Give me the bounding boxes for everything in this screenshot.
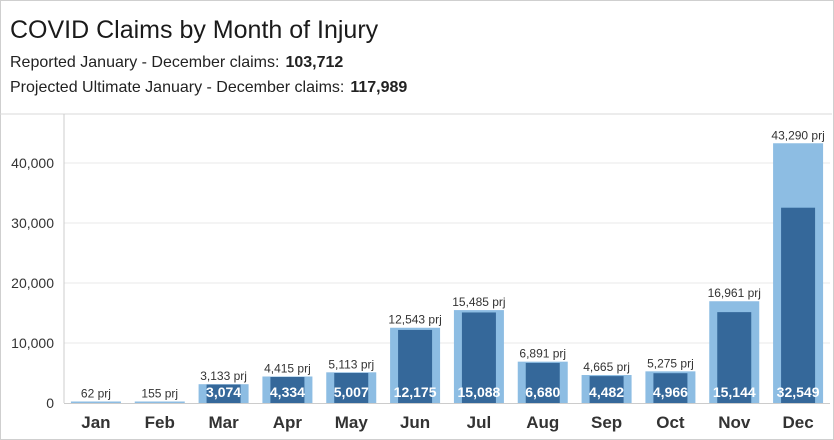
reported-value-label: 15,088: [458, 384, 501, 400]
projected-value-label: 62 prj: [81, 387, 111, 401]
reported-value-label: 4,966: [653, 384, 688, 400]
x-tick-label: Nov: [718, 413, 751, 432]
x-tick-label: Feb: [145, 413, 175, 432]
reported-value-label: 4,334: [270, 384, 305, 400]
projected-value-label: 15,485 prj: [452, 295, 505, 309]
page-title: COVID Claims by Month of Injury: [10, 16, 379, 44]
projected-value-label: 12,543 prj: [388, 313, 441, 327]
x-tick-label: Aug: [526, 413, 559, 432]
x-tick-label: Jan: [81, 413, 110, 432]
y-tick-label: 40,000: [11, 155, 54, 171]
reported-value-label: 12,175: [394, 384, 437, 400]
projected-value-label: 3,133 prj: [200, 369, 247, 383]
projected-summary: Projected Ultimate January - December cl…: [10, 79, 407, 97]
reported-bar: [717, 312, 752, 403]
reported-bar: [525, 362, 560, 403]
reported-bar: [589, 376, 624, 403]
projected-bar: [134, 401, 185, 403]
reported-value-label: 15,144: [713, 384, 756, 400]
x-tick-label: Sep: [591, 413, 622, 432]
reported-value-label: 3,074: [206, 384, 241, 400]
x-tick-label: Mar: [208, 413, 239, 432]
reported-value: 103,712: [285, 54, 344, 71]
reported-value-label: 4,482: [589, 384, 624, 400]
reported-bar: [206, 384, 241, 403]
x-tick-label: Apr: [273, 413, 303, 432]
x-tick-label: Jul: [467, 413, 492, 432]
reported-bar: [653, 373, 688, 403]
projected-value-label: 5,275 prj: [647, 356, 694, 370]
reported-bar: [270, 376, 305, 403]
y-tick-label: 20,000: [11, 275, 54, 291]
y-tick-label: 30,000: [11, 215, 54, 231]
projected-value-label: 4,415 prj: [264, 362, 311, 376]
projected-value-label: 5,113 prj: [328, 357, 374, 371]
x-tick-label: May: [335, 413, 369, 432]
projected-value: 117,989: [350, 79, 408, 96]
reported-label: Reported January - December claims:: [10, 54, 280, 71]
y-tick-label: 10,000: [11, 335, 54, 351]
x-tick-label: Dec: [782, 413, 813, 432]
x-tick-label: Jun: [400, 413, 430, 432]
projected-bar: [70, 401, 121, 403]
reported-bar: [781, 207, 816, 403]
reported-bar: [461, 312, 496, 403]
reported-bar: [398, 329, 433, 403]
reported-value-label: 32,549: [777, 384, 820, 400]
reported-value-label: 6,680: [525, 384, 560, 400]
projected-label: Projected Ultimate January - December cl…: [10, 79, 345, 96]
projected-value-label: 43,290 prj: [771, 128, 824, 142]
y-tick-label: 0: [46, 395, 54, 411]
x-tick-label: Oct: [656, 413, 685, 432]
projected-value-label: 4,665 prj: [583, 360, 630, 374]
projected-value-label: 16,961 prj: [708, 286, 761, 300]
reported-summary: Reported January - December claims: 103,7…: [10, 54, 343, 72]
projected-value-label: 155 prj: [141, 387, 178, 401]
projected-value-label: 6,891 prj: [519, 347, 566, 361]
reported-value-label: 5,007: [334, 384, 369, 400]
reported-bar: [334, 372, 369, 403]
